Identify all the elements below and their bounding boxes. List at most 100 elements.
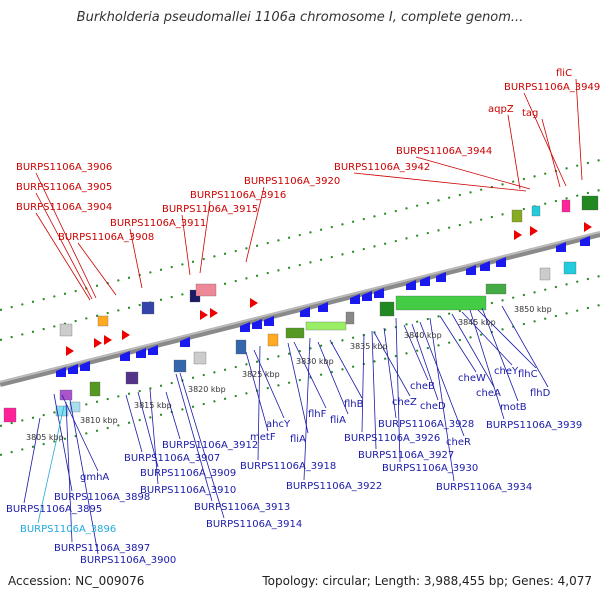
gene-label-bottom: BURPS1106A_3912 — [162, 440, 258, 451]
gene-arrow-reverse — [514, 230, 522, 240]
gene-box — [89, 381, 101, 397]
gene-label-bottom: BURPS1106A_3930 — [382, 463, 478, 474]
tick-line-2 — [0, 189, 600, 341]
leader-line — [477, 309, 537, 369]
scale-label: 3825 kbp — [242, 370, 280, 379]
gene-arrow — [180, 337, 190, 347]
leader-line — [575, 78, 583, 181]
leader-line — [137, 391, 159, 468]
tick-line-3 — [0, 275, 600, 427]
gene-label-top: BURPS1106A_3920 — [244, 176, 340, 187]
leader-line — [411, 323, 439, 401]
leader-line — [35, 212, 91, 301]
gene-label-bottom: flhF — [308, 409, 327, 420]
leader-line — [395, 317, 401, 463]
gene-arrow — [406, 280, 416, 290]
leader-line — [461, 311, 513, 366]
gene-box — [539, 267, 551, 281]
gene-label-bottom: BURPS1106A_3934 — [436, 482, 532, 493]
leader-line — [353, 172, 527, 192]
leader-line — [77, 242, 117, 296]
gene-arrow-reverse — [66, 346, 74, 356]
gene-label-bottom: cheW — [458, 373, 486, 384]
gene-box — [563, 261, 577, 275]
leader-line — [181, 214, 191, 276]
leader-line — [179, 372, 225, 519]
gene-box — [581, 195, 599, 211]
gene-label-bottom: fliA — [290, 434, 306, 445]
gene-label-top: BURPS1106A_3942 — [334, 162, 430, 173]
gene-label-bottom: BURPS1106A_3918 — [240, 461, 336, 472]
gene-labels: BURPS1106A_3906 BURPS1106A_3905 BURPS1106A… — [6, 68, 600, 566]
gene-label-bottom: BURPS1106A_3922 — [286, 481, 382, 492]
gene-label-top: BURPS1106A_3908 — [58, 232, 154, 243]
gene-arrow — [68, 364, 78, 374]
tick-line-1 — [0, 159, 600, 311]
leader-line — [429, 317, 455, 482]
gene-arrow — [148, 345, 158, 355]
leader-line — [199, 200, 211, 274]
gene-box — [561, 199, 571, 213]
gene-label-bottom: gmhA — [80, 472, 109, 483]
leader-line — [61, 394, 99, 472]
gene-box — [235, 339, 247, 355]
leader-line — [129, 228, 143, 289]
gene-arrow-reverse — [104, 335, 112, 345]
gene-box — [125, 371, 139, 385]
gene-label-bottom: motB — [500, 402, 527, 413]
scale-label: 3840 kbp — [404, 331, 442, 340]
gene-arrow — [120, 351, 130, 361]
genome-title: Burkholderia pseudomallei 1106a chromoso… — [76, 10, 524, 25]
leader-line — [403, 324, 429, 381]
gene-box — [141, 301, 155, 315]
leader-line — [481, 307, 519, 402]
gene-label-bottom: flhD — [530, 388, 551, 399]
gene-box — [59, 323, 73, 337]
genome-backbone-line — [0, 231, 600, 387]
scale-label: 3810 kbp — [80, 416, 118, 425]
gene-label-bottom: BURPS1106A_3909 — [140, 468, 236, 479]
gene-label-bottom: metF — [250, 432, 276, 443]
accession-text: Accession: NC_009076 — [8, 574, 145, 588]
leader-line — [65, 401, 73, 543]
gene-label-bottom: cheR — [446, 437, 471, 448]
gene-label-bottom: fliA — [330, 415, 346, 426]
gene-label-bottom: cheA — [476, 388, 501, 399]
scale-labels: 3805 kbp 3810 kbp 3815 kbp 3820 kbp 3825 kbp… — [26, 305, 552, 442]
gene-label-bottom: flhB — [344, 399, 364, 410]
leader-line — [303, 337, 311, 481]
tick-line-4 — [0, 304, 600, 456]
gene-arrow-reverse — [200, 310, 208, 320]
gene-box — [69, 401, 81, 413]
gene-box — [3, 407, 17, 423]
gene-box — [59, 389, 73, 401]
gene-arrow-reverse — [122, 330, 130, 340]
leader-line — [361, 333, 365, 433]
leader-line — [37, 405, 65, 524]
gene-label-top: fliC — [556, 68, 572, 79]
gene-label-bottom: BURPS1106A_3910 — [140, 485, 236, 496]
gene-box — [285, 327, 305, 339]
gene-box — [195, 283, 217, 297]
gene-arrow — [436, 272, 446, 282]
gene-box — [531, 205, 541, 217]
gene-box — [305, 321, 347, 331]
gene-label-bottom: BURPS1106A_3895 — [6, 504, 102, 515]
scale-label: 3805 kbp — [26, 433, 64, 442]
gene-label-bottom: BURPS1106A_3897 — [54, 543, 150, 554]
gene-label-top: BURPS1106A_3906 — [16, 162, 112, 173]
leader-line — [245, 351, 269, 432]
leader-line — [69, 399, 99, 555]
gene-arrow — [374, 288, 384, 298]
gene-arrow-reverse — [250, 298, 258, 308]
gene-label-top: BURPS1106A_3916 — [190, 190, 286, 201]
gene-box — [395, 295, 487, 311]
scale-label: 3820 kbp — [188, 385, 226, 394]
gene-arrow — [580, 236, 590, 246]
gene-label-highlight: BURPS1106A_3896 — [20, 524, 116, 535]
gene-box — [485, 283, 507, 295]
gene-arrow — [136, 348, 146, 358]
leader-line — [253, 349, 285, 419]
